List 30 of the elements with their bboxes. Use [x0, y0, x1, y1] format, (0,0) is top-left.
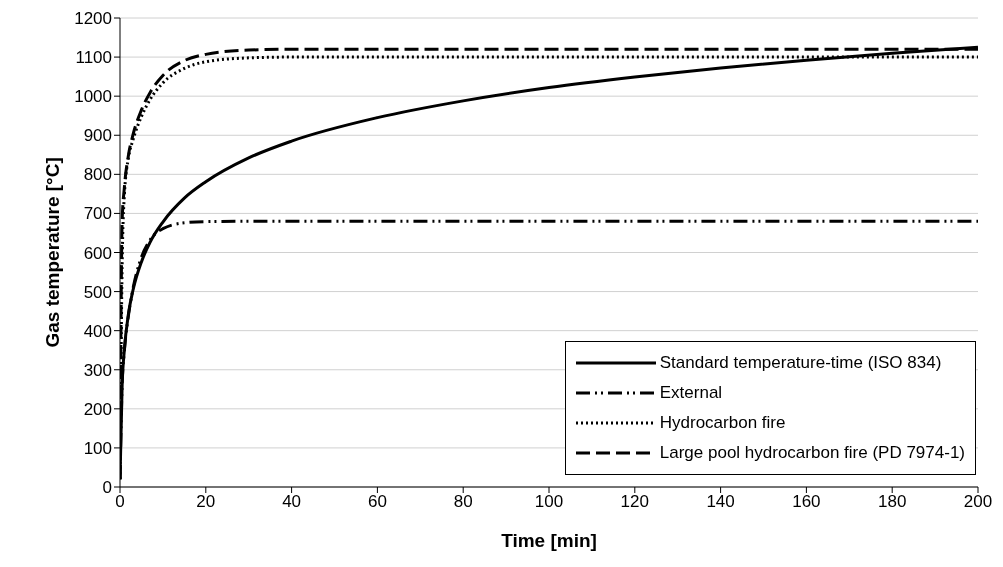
x-tick-label: 60: [367, 492, 387, 512]
x-tick-label: 200: [963, 492, 993, 512]
x-tick-label: 80: [453, 492, 473, 512]
legend-label: External: [659, 383, 723, 403]
x-tick-label: 120: [620, 492, 649, 512]
x-tick-label: 180: [878, 492, 907, 512]
x-tick-label: 20: [196, 492, 216, 512]
x-tick-label: 160: [792, 492, 821, 512]
y-tick-label: 700: [83, 204, 112, 224]
y-tick-label: 900: [83, 126, 112, 146]
x-axis-title: Time [min]: [501, 530, 597, 551]
y-tick-label: 400: [83, 321, 112, 341]
y-tick-label: 600: [83, 243, 112, 263]
y-tick-label: 500: [83, 282, 112, 302]
x-tick-label: 140: [706, 492, 735, 512]
y-tick-label: 1000: [74, 87, 112, 107]
y-tick-label: 1200: [74, 9, 112, 29]
y-tick-label: 0: [102, 478, 112, 498]
x-tick-label: 40: [282, 492, 302, 512]
x-tick-label: 0: [115, 492, 125, 512]
legend-label: Hydrocarbon fire: [659, 413, 786, 433]
y-axis-title: Gas temperature [°C]: [41, 157, 63, 348]
y-tick-label: 800: [83, 165, 112, 185]
y-tick-label: 1100: [75, 48, 112, 68]
x-tick-label: 100: [534, 492, 564, 512]
legend-label: Large pool hydrocarbon fire (PD 7974-1): [659, 443, 965, 463]
legend-label: Standard temperature-time (ISO 834): [659, 353, 942, 373]
y-tick-label: 200: [83, 399, 112, 419]
y-tick-label: 300: [83, 360, 112, 380]
y-tick-label: 100: [83, 438, 112, 458]
